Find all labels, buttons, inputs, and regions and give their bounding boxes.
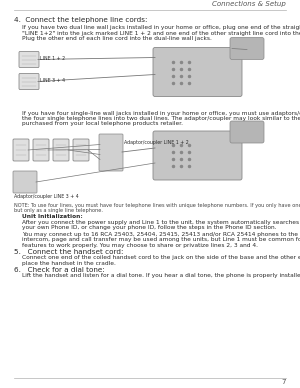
Text: your own Phone ID, or change your phone ID, follow the steps in the Phone ID sec: your own Phone ID, or change your phone … <box>22 225 277 230</box>
FancyBboxPatch shape <box>153 131 242 180</box>
Text: Adaptor/coupler LINE 3 + 4: Adaptor/coupler LINE 3 + 4 <box>14 194 79 199</box>
Text: place the handset in the cradle.: place the handset in the cradle. <box>22 261 116 266</box>
Text: Adaptor/coupler LINE 1 + 2: Adaptor/coupler LINE 1 + 2 <box>124 140 189 145</box>
Text: but only as a single line telephone.: but only as a single line telephone. <box>14 208 103 213</box>
FancyBboxPatch shape <box>53 139 69 161</box>
Text: "LINE 1+2" into the jack marked LINE 1 + 2 and one end of the other straight lin: "LINE 1+2" into the jack marked LINE 1 +… <box>22 31 300 35</box>
FancyBboxPatch shape <box>19 73 39 90</box>
Text: Unit Initialization:: Unit Initialization: <box>22 214 83 218</box>
Text: Lift the handset and listen for a dial tone. If you hear a dial tone, the phone : Lift the handset and listen for a dial t… <box>22 273 300 278</box>
FancyBboxPatch shape <box>19 52 39 68</box>
FancyBboxPatch shape <box>230 121 264 143</box>
Text: You may connect up to 16 RCA 25403, 25404, 25415, 25413 and/or RCA 25414 phones : You may connect up to 16 RCA 25403, 2540… <box>22 232 300 237</box>
FancyBboxPatch shape <box>33 139 49 161</box>
FancyBboxPatch shape <box>99 134 123 171</box>
FancyBboxPatch shape <box>13 139 29 161</box>
Text: If you have two dual line wall jacks installed in your home or office, plug one : If you have two dual line wall jacks ins… <box>22 25 300 30</box>
FancyBboxPatch shape <box>13 171 37 193</box>
Text: Connections & Setup: Connections & Setup <box>212 1 286 7</box>
FancyBboxPatch shape <box>230 38 264 59</box>
Text: NOTE: To use four lines, you must have four telephone lines with unique telephon: NOTE: To use four lines, you must have f… <box>14 203 300 208</box>
Text: Connect one end of the coiled handset cord to the jack on the side of the base a: Connect one end of the coiled handset co… <box>22 255 300 260</box>
Text: the four single telephone lines into two dual lines. The adaptor/coupler may loo: the four single telephone lines into two… <box>22 116 300 121</box>
Text: After you connect the power supply and Line 1 to the unit, the system automatica: After you connect the power supply and L… <box>22 220 300 225</box>
Text: If you have four single-line wall jacks installed in your home or office, you mu: If you have four single-line wall jacks … <box>22 111 300 116</box>
Text: 4.  Connect the telephone line cords:: 4. Connect the telephone line cords: <box>14 17 148 23</box>
Text: 6.   Check for a dial tone:: 6. Check for a dial tone: <box>14 267 105 273</box>
Text: LINE 3 + 4: LINE 3 + 4 <box>40 78 65 83</box>
Text: 5.   Connect the handset cord:: 5. Connect the handset cord: <box>14 249 124 255</box>
Text: 7: 7 <box>281 379 286 385</box>
Text: features to work properly. You may choose to share or privatize lines 2, 3 and 4: features to work properly. You may choos… <box>22 242 258 248</box>
Text: intercom, page and call transfer may be used among the units, but Line 1 must be: intercom, page and call transfer may be … <box>22 237 300 242</box>
Text: LINE 1 + 2: LINE 1 + 2 <box>40 57 65 62</box>
FancyBboxPatch shape <box>153 47 242 97</box>
Text: purchased from your local telephone products retailer.: purchased from your local telephone prod… <box>22 121 183 126</box>
Text: Plug the other end of each line cord into the dual-line wall jacks.: Plug the other end of each line cord int… <box>22 36 212 41</box>
FancyBboxPatch shape <box>73 139 89 161</box>
